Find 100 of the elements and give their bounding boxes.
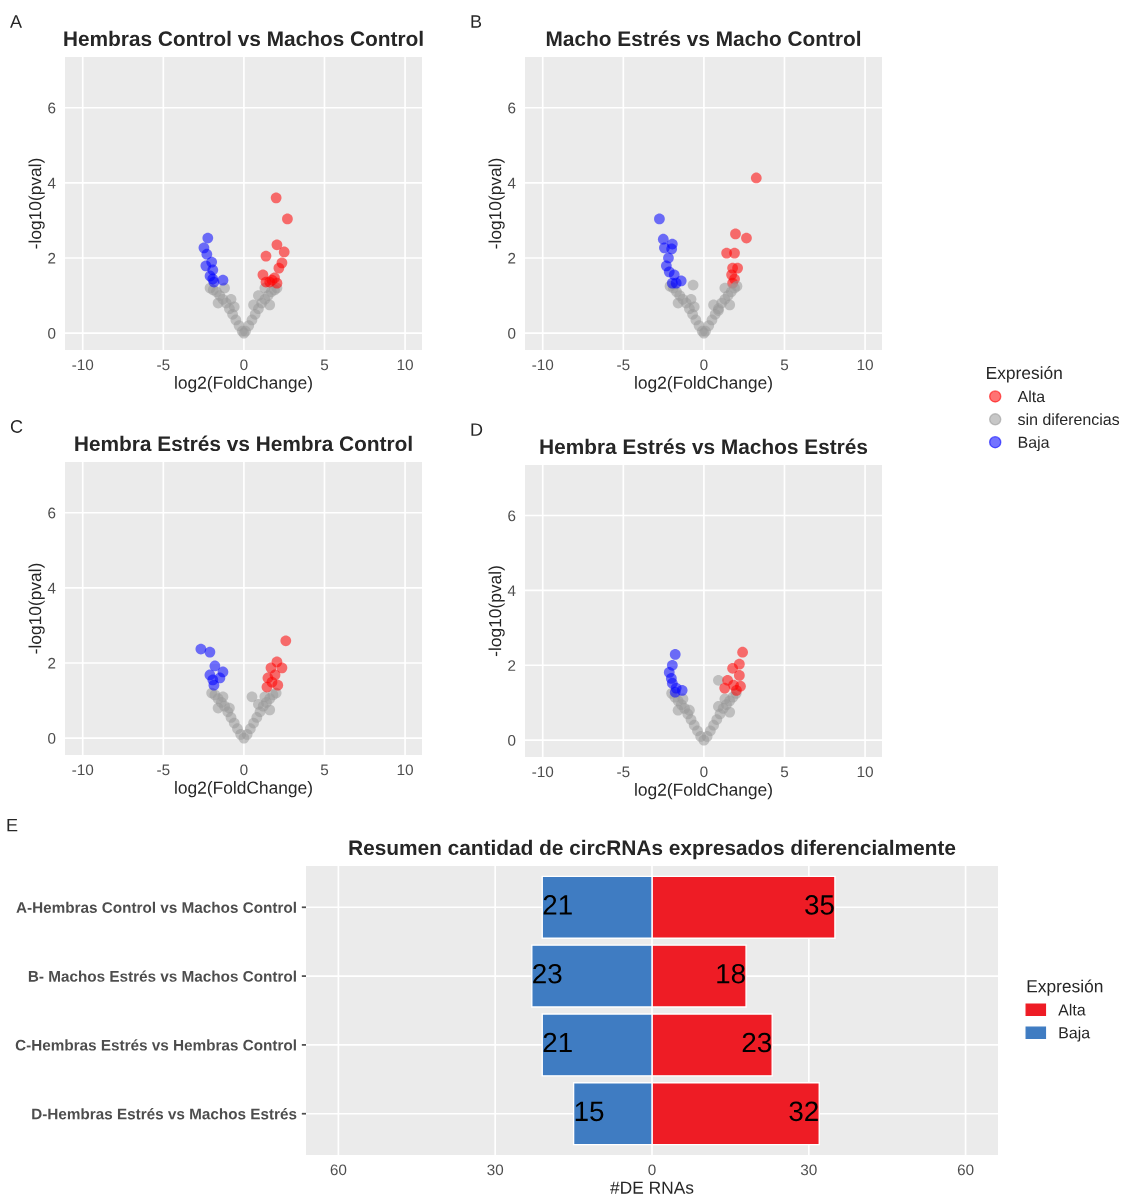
annotation: 21 — [543, 895, 572, 915]
x-tick-label: 0 — [700, 359, 708, 371]
y-tick-label: C-Hembras Estrés vs Hembras Control — [15, 1039, 296, 1051]
legend-label: Baja — [1018, 436, 1050, 452]
y-tick-label: A-Hembras Control vs Machos Control — [16, 901, 296, 913]
chart-title: Resumen cantidad de circRNAs expresados diferencialmente — [349, 839, 956, 860]
point — [713, 701, 724, 712]
y-tick-label: 0 — [48, 732, 56, 744]
x-axis-title: #DE RNAs — [610, 1181, 694, 1194]
point — [666, 243, 678, 255]
point — [264, 299, 276, 311]
y-tick-label: 2 — [508, 660, 516, 671]
x-tick-label: -10 — [532, 766, 554, 778]
text: D — [471, 423, 483, 436]
chart-title: Hembra Estrés vs Hembra Control — [75, 435, 412, 452]
x-tick-label: -10 — [72, 359, 94, 371]
legend-title: Expresión — [987, 366, 1062, 383]
point — [724, 299, 736, 311]
legend-label: sin diferencias — [1018, 413, 1120, 426]
point — [730, 228, 741, 240]
x-tick-label: 60 — [330, 1164, 347, 1176]
point — [214, 672, 226, 684]
y-tick-label: 4 — [507, 585, 516, 596]
y-tick-label: 0 — [48, 327, 56, 339]
point — [719, 682, 731, 694]
y-tick-label: 0 — [508, 327, 516, 339]
point — [719, 693, 731, 705]
point — [280, 635, 292, 647]
point — [212, 702, 224, 714]
point — [212, 297, 224, 309]
y-tick-label: 6 — [48, 507, 56, 519]
y-axis-title: -log10(pval) — [28, 158, 45, 249]
y-tick-label: 2 — [48, 252, 56, 264]
annotation: 23 — [533, 963, 562, 984]
point — [248, 299, 259, 311]
chart-title: Hembras Control vs Machos Control — [64, 30, 423, 47]
y-tick-label: 6 — [48, 102, 56, 114]
point — [204, 646, 216, 658]
point — [729, 247, 740, 259]
data-label: 32 — [789, 1101, 818, 1122]
point — [273, 262, 285, 274]
x-tick-label: 0 — [240, 764, 248, 776]
x-tick-label: 10 — [857, 766, 873, 778]
point — [282, 213, 293, 225]
chart-title: Macho Estrés vs Macho Control — [546, 30, 861, 47]
y-axis-title: -log10(pval) — [28, 563, 45, 654]
point — [735, 680, 746, 692]
x-axis-title: log2(FoldChange) — [175, 781, 312, 798]
point — [670, 277, 682, 289]
x-tick-label: -5 — [157, 764, 170, 776]
point — [224, 702, 235, 714]
x-tick-label: 10 — [397, 764, 413, 776]
data-label: 35 — [805, 895, 834, 915]
data-label: 18 — [717, 963, 745, 984]
x-tick-label: 5 — [780, 359, 789, 371]
x-tick-label: 0 — [648, 1164, 656, 1176]
point — [278, 246, 290, 258]
point — [741, 232, 752, 244]
y-tick-label: 2 — [48, 657, 56, 669]
point — [217, 691, 229, 703]
point — [259, 691, 271, 703]
point — [246, 691, 258, 703]
x-tick-label: 5 — [320, 764, 329, 776]
point — [271, 239, 283, 251]
x-tick-label: 5 — [780, 766, 789, 778]
point — [654, 213, 665, 225]
y-tick-label: 6 — [508, 102, 516, 114]
x-tick-label: 30 — [800, 1164, 817, 1176]
y-tick-label: B- Machos Estrés vs Machos Control — [28, 970, 296, 982]
point — [260, 250, 272, 262]
point — [261, 681, 273, 693]
point — [202, 232, 214, 244]
point — [687, 279, 699, 291]
x-tick-label: 10 — [397, 359, 413, 371]
text: B — [471, 15, 482, 28]
legend-label: Alta — [1058, 1003, 1086, 1016]
legend-title: Expresión — [1027, 979, 1103, 996]
y-axis-title: -log10(pval) — [488, 566, 505, 657]
legend-label: Alta — [1017, 390, 1046, 403]
y-tick-label: 6 — [508, 510, 516, 522]
point — [684, 704, 695, 716]
point — [727, 662, 738, 674]
point — [719, 282, 731, 294]
point — [713, 674, 724, 686]
point — [253, 290, 264, 301]
point — [688, 301, 700, 313]
y-tick-label: 4 — [507, 177, 516, 189]
point — [750, 172, 762, 184]
point — [657, 233, 669, 245]
point — [271, 277, 283, 289]
annotation: 15 — [575, 1101, 604, 1122]
point — [201, 248, 213, 260]
data-label: 23 — [742, 1032, 771, 1053]
text: A — [10, 15, 23, 28]
point — [737, 646, 748, 658]
x-tick-label: 0 — [700, 766, 708, 778]
x-tick-label: -5 — [617, 766, 630, 778]
point — [732, 262, 743, 274]
point — [253, 698, 264, 710]
point — [209, 660, 221, 672]
